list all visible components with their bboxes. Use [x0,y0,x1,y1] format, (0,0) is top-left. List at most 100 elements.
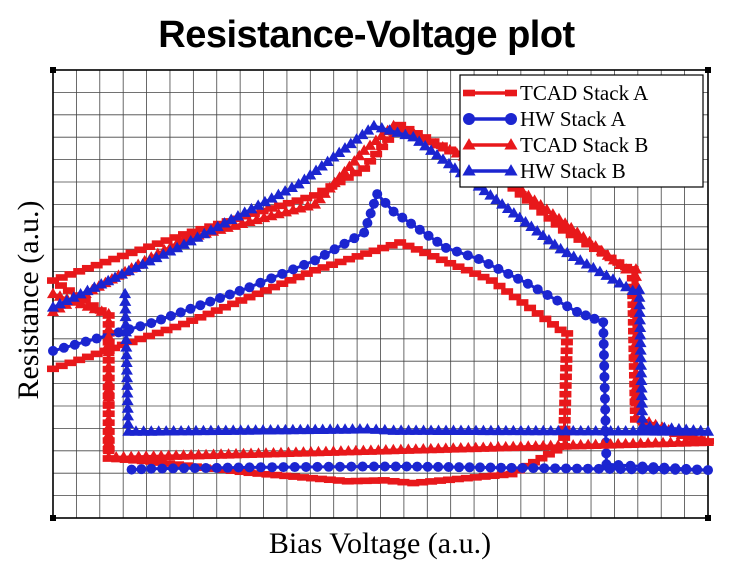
data-marker-square [210,307,223,314]
data-marker-square [554,326,567,334]
data-marker-square [524,304,537,312]
legend-label: TCAD Stack B [520,133,648,157]
data-marker-triangle [102,390,115,402]
data-marker-circle [473,254,484,265]
data-marker-triangle [429,137,442,149]
data-marker-circle [168,463,179,474]
data-marker-triangle [554,242,567,254]
data-marker-square [550,221,563,228]
data-marker-circle [135,321,146,332]
data-marker-square [64,359,77,367]
data-marker-triangle [387,443,400,455]
data-marker-triangle [211,220,224,232]
data-marker-triangle [102,421,115,432]
data-marker-square [116,252,129,260]
data-marker-square [427,253,440,260]
data-marker-circle [48,345,58,356]
data-marker-triangle [629,270,642,281]
data-marker-triangle [102,451,115,462]
data-marker-square [434,477,447,484]
legend-item: TCAD Stack A [463,81,649,105]
data-marker-square [560,347,573,355]
data-marker-triangle [304,445,317,457]
data-marker-square [427,138,440,145]
data-marker-triangle [200,448,213,460]
data-marker-triangle [462,138,476,150]
data-marker-square [407,479,420,487]
data-marker-square [169,234,182,241]
data-marker-triangle [634,336,647,348]
data-marker-circle [346,461,357,472]
data-marker-triangle [274,446,288,458]
data-marker-square [559,399,572,407]
data-marker-triangle [593,265,606,277]
data-marker-triangle [364,444,377,455]
data-marker-triangle [649,436,662,448]
frame-corner-handle [705,515,711,521]
data-marker-square [160,326,173,334]
data-marker-triangle [292,177,305,189]
data-marker-square [225,467,238,475]
data-marker-square [323,476,336,484]
data-marker-square [125,338,138,346]
data-marker-circle [528,463,539,474]
data-marker-triangle [350,133,363,144]
data-marker-circle [532,284,543,295]
data-marker-triangle [353,149,366,161]
data-marker-square [309,266,321,274]
data-marker-triangle [439,442,452,453]
data-marker-triangle [484,441,497,452]
data-marker-triangle [343,160,356,171]
data-marker-circle [681,464,692,475]
data-marker-triangle [229,447,243,459]
data-marker-circle [266,273,277,284]
data-marker-triangle [394,443,407,455]
data-marker-triangle [110,451,123,462]
data-marker-triangle [333,146,346,158]
data-marker-square [86,302,99,309]
data-marker-square [559,390,572,398]
data-marker-square [169,323,182,331]
data-marker-triangle [606,273,620,284]
data-marker-square [235,297,248,304]
data-marker-triangle [589,240,602,251]
data-marker-circle [412,461,423,472]
data-marker-circle [126,464,137,475]
data-marker-triangle [297,446,310,457]
data-marker-triangle [504,164,518,176]
data-marker-triangle [582,438,595,450]
data-marker-square [334,258,347,266]
data-marker-triangle [102,436,115,447]
data-marker-square [557,227,570,234]
data-marker-triangle [120,341,133,352]
data-marker-triangle [327,445,340,456]
data-marker-square [558,434,571,441]
data-marker-circle [165,310,176,321]
data-marker-square [376,143,389,151]
data-marker-triangle [635,382,648,393]
data-marker-triangle [102,322,115,334]
data-marker-square [265,205,278,212]
data-marker-circle [179,463,189,474]
data-marker-circle [637,464,648,475]
data-marker-square [227,300,240,308]
data-marker-triangle [636,404,649,416]
legend-item: HW Stack A [463,107,627,131]
data-marker-triangle [121,379,134,390]
data-marker-triangle [252,199,265,210]
data-marker-triangle [145,425,158,436]
data-marker-square [55,274,68,281]
data-marker-square [216,466,229,473]
data-marker-triangle [679,436,692,447]
data-marker-triangle [198,227,211,239]
data-marker-triangle [607,253,620,265]
data-marker-triangle [102,315,115,326]
data-marker-circle [397,212,408,223]
data-marker-triangle [304,169,317,180]
data-marker-triangle [613,277,626,288]
data-marker-triangle [46,301,60,312]
data-marker-square [297,474,310,481]
data-marker-triangle [102,274,115,286]
data-marker-triangle [252,447,265,458]
